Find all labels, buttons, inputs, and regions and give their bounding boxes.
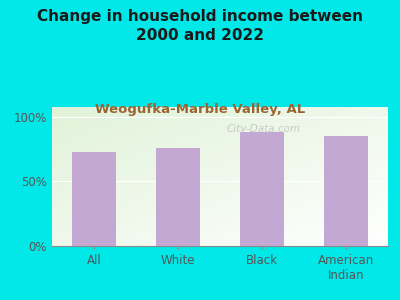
Text: Weogufka-Marble Valley, AL: Weogufka-Marble Valley, AL <box>95 103 305 116</box>
Text: City-Data.com: City-Data.com <box>227 124 301 134</box>
Text: Change in household income between
2000 and 2022: Change in household income between 2000 … <box>37 9 363 43</box>
Bar <box>72 152 116 246</box>
Bar <box>324 136 368 246</box>
Bar <box>156 148 200 246</box>
Bar <box>240 132 284 246</box>
